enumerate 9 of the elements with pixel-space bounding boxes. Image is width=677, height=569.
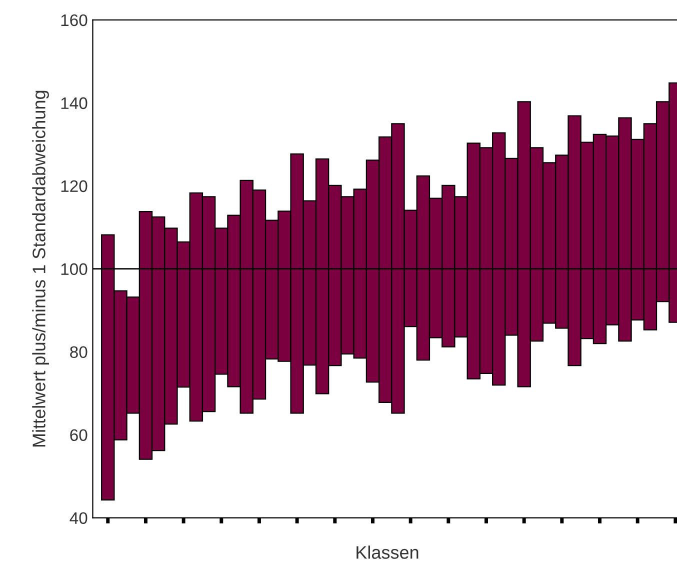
y-tick-label: 140 <box>61 97 88 110</box>
y-tick-label: 160 <box>61 14 88 26</box>
x-axis-title: Klassen <box>356 546 418 559</box>
y-tick-label: 40 <box>70 512 88 524</box>
y-tick-label: 80 <box>70 346 88 358</box>
y-tick-label: 120 <box>61 180 88 192</box>
y-tick-label: 100 <box>61 263 88 276</box>
y-tick-label: 60 <box>70 429 88 442</box>
y-axis-title: Mittelwert plus/minus 1 Standardabweichung <box>32 90 49 447</box>
